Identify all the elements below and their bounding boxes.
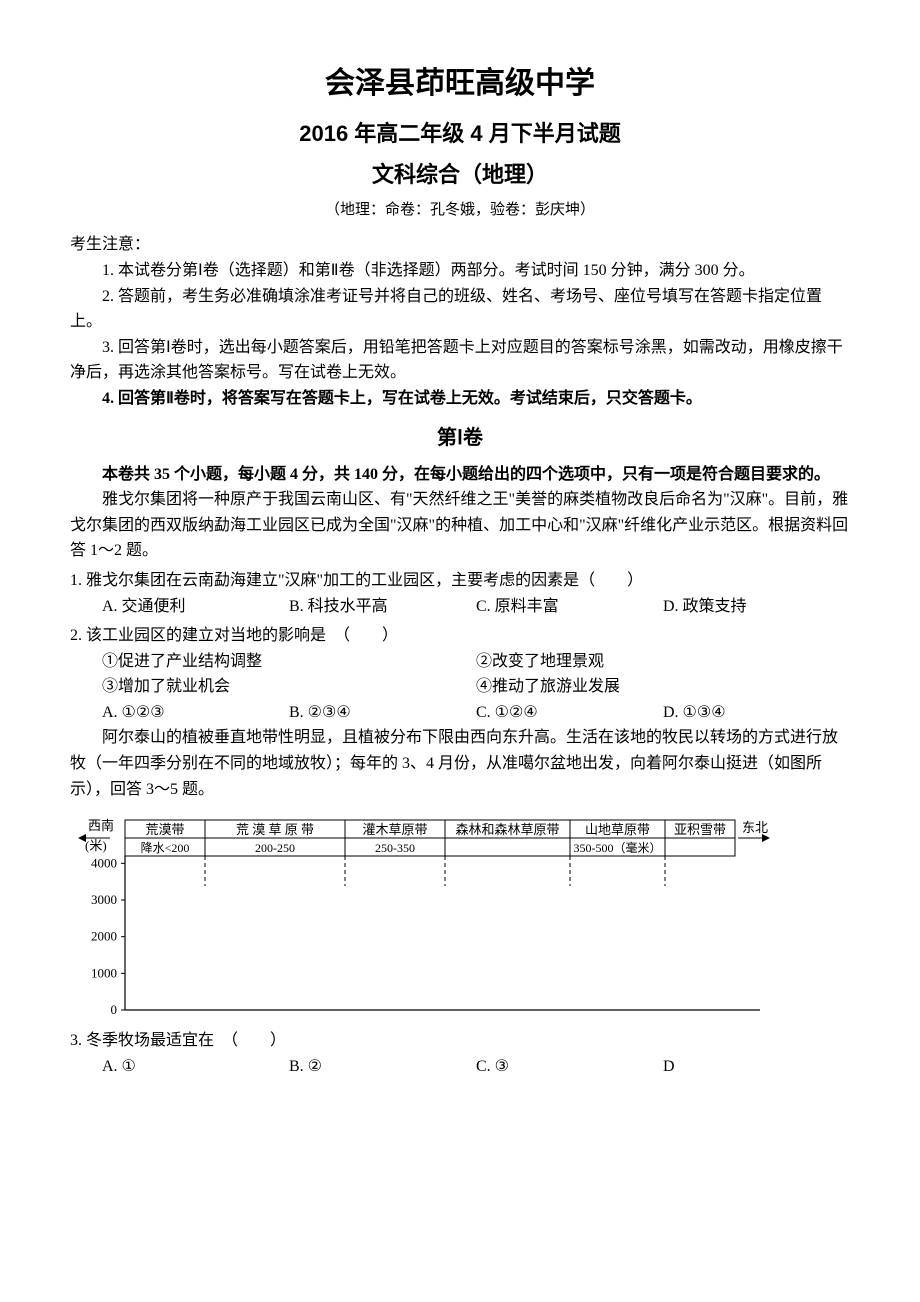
q1-stem: 1. 雅戈尔集团在云南勐海建立"汉麻"加工的工业园区，主要考虑的因素是（ ） [70, 568, 850, 594]
altitude-chart: 荒漠带 荒 漠 草 原 带 灌木草原带 森林和森林草原带 山地草原带 亚积雪带降水<200… [70, 812, 850, 1022]
svg-text:荒 漠 草 原 带: 荒 漠 草 原 带 [236, 822, 314, 837]
q1-options: A. 交通便利 B. 科技水平高 C. 原料丰富 D. 政策支持 [70, 594, 850, 620]
q2-opt-c: C. ①②④ [476, 700, 663, 726]
q2-opt-b: B. ②③④ [289, 700, 476, 726]
notice-item: 2. 答题前，考生务必准确填涂准考证号并将自己的班级、姓名、考场号、座位号填写在… [70, 284, 850, 335]
q3-opt-c: C. ③ [476, 1054, 663, 1080]
svg-text:森林和森林草原带: 森林和森林草原带 [455, 822, 559, 837]
svg-text:3000: 3000 [91, 892, 117, 907]
svg-text:0: 0 [111, 1002, 118, 1017]
q2-subs: ①促进了产业结构调整 ②改变了地理景观 ③增加了就业机会 ④推动了旅游业发展 [70, 649, 850, 700]
section-heading: 第Ⅰ卷 [70, 422, 850, 454]
q2-sub-3: ③增加了就业机会 [102, 674, 476, 700]
svg-text:西南: 西南 [88, 818, 114, 833]
notice-heading: 考生注意： [70, 232, 850, 258]
svg-text:亚积雪带: 亚积雪带 [674, 822, 726, 837]
passage-2: 阿尔泰山的植被垂直地带性明显，且植被分布下限由西向东升高。生活在该地的牧民以转场… [70, 725, 850, 802]
q1-opt-d: D. 政策支持 [663, 594, 850, 620]
svg-text:4000: 4000 [91, 856, 117, 871]
q2-sub-4: ④推动了旅游业发展 [476, 674, 850, 700]
svg-text:(米): (米) [85, 838, 107, 853]
svg-text:2000: 2000 [91, 929, 117, 944]
q2-stem: 2. 该工业园区的建立对当地的影响是 （ ） [70, 623, 850, 649]
q3-opt-b: B. ② [289, 1054, 476, 1080]
svg-text:250-350: 250-350 [375, 841, 415, 855]
section-instruction: 本卷共 35 个小题，每小题 4 分，共 140 分，在每小题给出的四个选项中，… [70, 462, 850, 488]
subject-title: 文科综合（地理） [70, 157, 850, 192]
chart-svg: 荒漠带 荒 漠 草 原 带 灌木草原带 森林和森林草原带 山地草原带 亚积雪带降水<200… [70, 812, 790, 1022]
author-line: （地理：命卷：孔冬娥，验卷：彭庆坤） [70, 198, 850, 222]
q2-options: A. ①②③ B. ②③④ C. ①②④ D. ①③④ [70, 700, 850, 726]
q2-opt-d: D. ①③④ [663, 700, 850, 726]
svg-text:350-500（毫米）: 350-500（毫米） [574, 840, 662, 855]
svg-text:200-250: 200-250 [255, 841, 295, 855]
school-title: 会泽县茚旺高级中学 [70, 60, 850, 108]
svg-text:山地草原带: 山地草原带 [585, 822, 650, 837]
q2-sub-2: ②改变了地理景观 [476, 649, 850, 675]
q1-opt-c: C. 原料丰富 [476, 594, 663, 620]
svg-text:灌木草原带: 灌木草原带 [362, 822, 427, 837]
q1-opt-b: B. 科技水平高 [289, 594, 476, 620]
svg-text:降水<200: 降水<200 [141, 841, 190, 855]
notice-item-bold: 4. 回答第Ⅱ卷时，将答案写在答题卡上，写在试卷上无效。考试结束后，只交答题卡。 [70, 386, 850, 412]
notice-item: 3. 回答第Ⅰ卷时，选出每小题答案后，用铅笔把答题卡上对应题目的答案标号涂黑，如… [70, 335, 850, 386]
q3-stem: 3. 冬季牧场最适宜在 （ ） [70, 1028, 850, 1054]
q2-opt-a: A. ①②③ [102, 700, 289, 726]
q1-opt-a: A. 交通便利 [102, 594, 289, 620]
q3-opt-a: A. ① [102, 1054, 289, 1080]
q3-opt-d: D [663, 1054, 850, 1080]
passage-1: 雅戈尔集团将一种原产于我国云南山区、有"天然纤维之王"美誉的麻类植物改良后命名为… [70, 487, 850, 564]
svg-text:东北: 东北 [742, 820, 768, 835]
notice-item: 1. 本试卷分第Ⅰ卷（选择题）和第Ⅱ卷（非选择题）两部分。考试时间 150 分钟… [70, 258, 850, 284]
svg-text:荒漠带: 荒漠带 [145, 822, 184, 837]
q2-sub-1: ①促进了产业结构调整 [102, 649, 476, 675]
q3-options: A. ① B. ② C. ③ D [70, 1054, 850, 1080]
svg-text:1000: 1000 [91, 966, 117, 981]
exam-title: 2016 年高二年级 4 月下半月试题 [70, 116, 850, 151]
